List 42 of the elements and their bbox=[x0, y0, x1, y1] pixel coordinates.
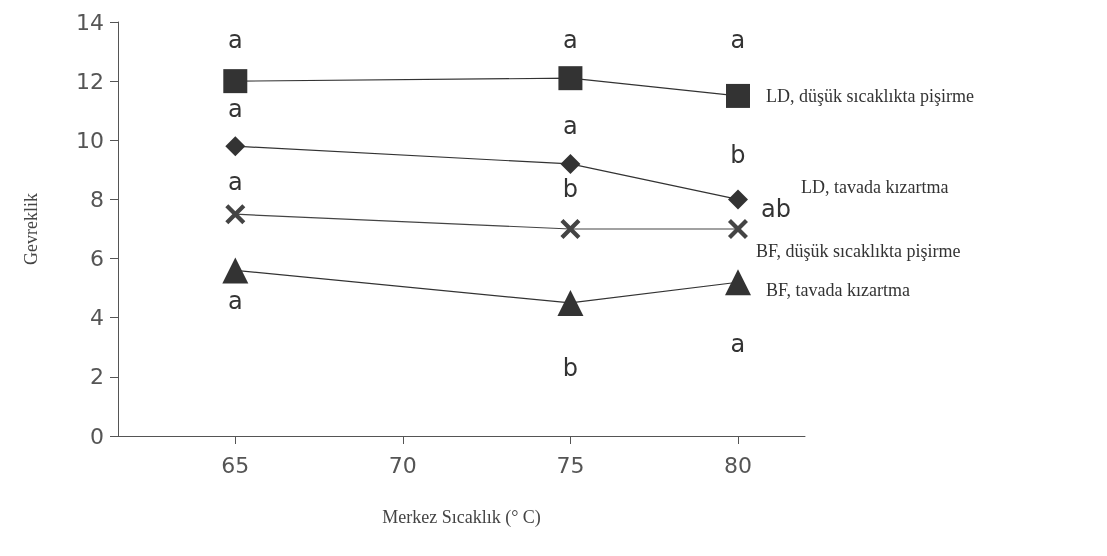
series-label: BF, tavada kızartma bbox=[765, 280, 910, 301]
point bbox=[560, 153, 581, 174]
point bbox=[223, 69, 248, 94]
annotation: b bbox=[730, 141, 746, 170]
point bbox=[557, 289, 584, 316]
y-tick-label: 2 bbox=[90, 364, 104, 390]
point bbox=[727, 189, 748, 210]
annotation: a bbox=[730, 330, 746, 359]
y-tick-label: 14 bbox=[76, 9, 104, 35]
x-tick-label: 75 bbox=[556, 452, 585, 478]
annotation: a bbox=[563, 26, 578, 55]
series-label: LD, düşük sıcaklıkta pişirme bbox=[765, 85, 974, 106]
y-tick-label: 8 bbox=[90, 186, 104, 212]
point bbox=[225, 204, 246, 225]
x-tick-label: 65 bbox=[221, 452, 250, 478]
annotation: b bbox=[562, 353, 579, 382]
point bbox=[560, 219, 581, 239]
y-tick-label: 10 bbox=[76, 127, 104, 153]
annotation: ab bbox=[761, 195, 791, 224]
point bbox=[727, 219, 748, 239]
annotation: a bbox=[730, 25, 746, 54]
point bbox=[725, 83, 750, 108]
annotation: a bbox=[563, 111, 578, 140]
y-axis-title: Gevreklik bbox=[21, 193, 41, 265]
x-tick-label: 80 bbox=[723, 452, 752, 478]
annotation: a bbox=[227, 26, 243, 55]
annotation: b bbox=[562, 175, 579, 203]
y-tick-label: 4 bbox=[90, 305, 104, 331]
y-tick-label: 6 bbox=[90, 246, 104, 272]
point bbox=[724, 269, 751, 296]
y-tick-label: 0 bbox=[90, 423, 104, 449]
point bbox=[225, 136, 246, 157]
series-label: BF, düşük sıcaklıkta pişirme bbox=[755, 241, 961, 261]
annotation: a bbox=[227, 168, 243, 197]
point bbox=[558, 66, 583, 91]
text: LD, tavada kızartma bbox=[800, 177, 949, 198]
point bbox=[222, 257, 249, 284]
x-axis-title: Merkez Sıcaklık (° C) bbox=[382, 507, 541, 528]
y-tick-label: 12 bbox=[76, 68, 104, 94]
x-tick-label: 70 bbox=[388, 452, 417, 478]
annotation: a bbox=[227, 287, 243, 316]
annotation: a bbox=[227, 95, 243, 124]
